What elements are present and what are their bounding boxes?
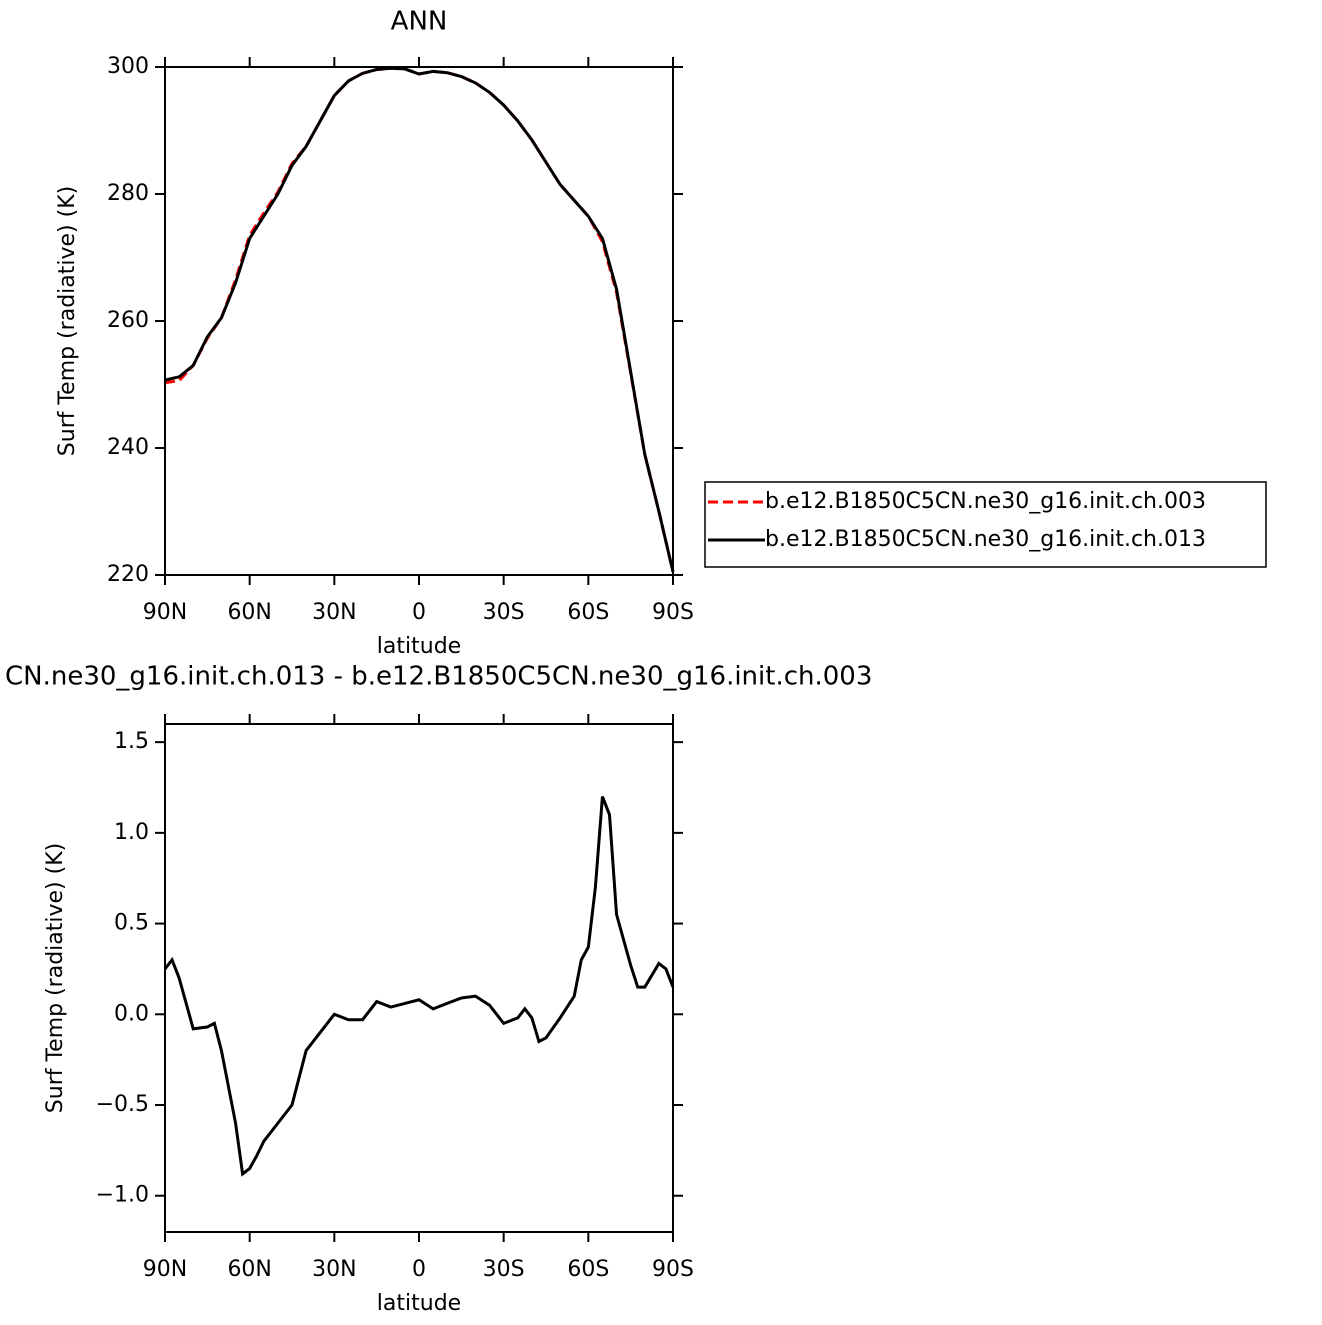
legend-box (704, 481, 1267, 568)
x-tick-label: 90S (652, 600, 694, 625)
plot-frame (164, 723, 674, 1233)
y-tick-label: 260 (107, 308, 149, 333)
plot-frame (164, 66, 674, 576)
x-tick-label: 60N (227, 1257, 271, 1282)
y-tick-label: 1.0 (114, 820, 149, 845)
x-tick-label: 0 (412, 600, 426, 625)
chart-title: CN.ne30_g16.init.ch.013 - b.e12.B1850C5C… (5, 662, 872, 692)
y-tick-label: 220 (107, 562, 149, 587)
x-tick-label: 30N (312, 1257, 356, 1282)
y-tick-label: 300 (107, 54, 149, 79)
x-tick-label: 60S (567, 600, 609, 625)
x-tick-label: 30S (483, 600, 525, 625)
y-tick-label: 280 (107, 181, 149, 206)
x-tick-label: 90N (143, 1257, 187, 1282)
data-line (164, 66, 675, 573)
x-tick-label: 0 (412, 1257, 426, 1282)
y-tick-label: 240 (107, 435, 149, 460)
x-axis-label: latitude (377, 634, 461, 659)
data-line (164, 66, 675, 573)
x-tick-label: 30S (483, 1257, 525, 1282)
data-line (163, 796, 675, 1177)
x-tick-label: 60N (227, 600, 271, 625)
y-tick-label: −1.0 (96, 1183, 149, 1208)
x-tick-label: 90N (143, 600, 187, 625)
x-tick-label: 90S (652, 1257, 694, 1282)
y-tick-label: 0.0 (114, 1001, 149, 1026)
x-axis-label: latitude (377, 1291, 461, 1316)
y-tick-label: 0.5 (114, 911, 149, 936)
y-tick-label: −0.5 (96, 1092, 149, 1117)
legend-label: b.e12.B1850C5CN.ne30_g16.init.ch.013 (765, 527, 1206, 552)
chart-title: ANN (391, 7, 448, 37)
y-axis-label: Surf Temp (radiative) (K) (55, 186, 80, 456)
x-tick-label: 60S (567, 1257, 609, 1282)
y-axis-label: Surf Temp (radiative) (K) (43, 843, 68, 1113)
legend-label: b.e12.B1850C5CN.ne30_g16.init.ch.003 (765, 489, 1206, 514)
x-tick-label: 30N (312, 600, 356, 625)
y-tick-label: 1.5 (114, 729, 149, 754)
